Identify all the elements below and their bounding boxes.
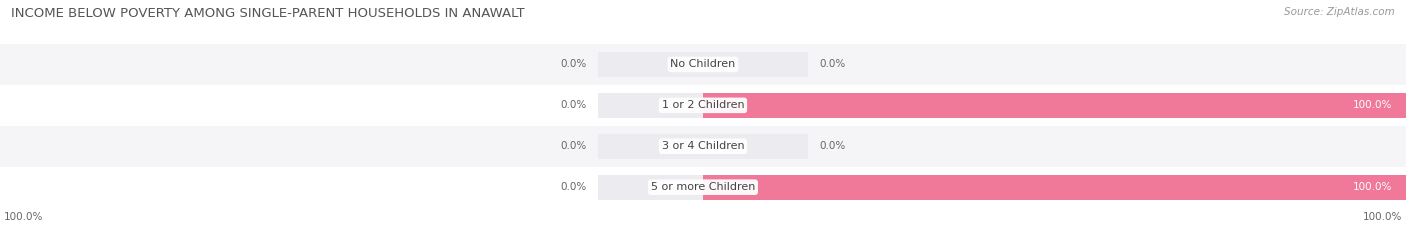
Bar xyxy=(703,52,808,77)
Bar xyxy=(598,175,703,200)
Text: 0.0%: 0.0% xyxy=(561,59,588,69)
Bar xyxy=(0,167,1406,208)
Text: INCOME BELOW POVERTY AMONG SINGLE-PARENT HOUSEHOLDS IN ANAWALT: INCOME BELOW POVERTY AMONG SINGLE-PARENT… xyxy=(11,7,524,20)
Bar xyxy=(703,52,808,77)
Text: No Children: No Children xyxy=(671,59,735,69)
Bar xyxy=(703,175,1406,200)
Bar xyxy=(0,126,1406,167)
Bar xyxy=(0,44,1406,85)
Bar xyxy=(598,52,703,77)
Bar xyxy=(598,134,703,159)
Bar xyxy=(598,134,703,159)
Bar xyxy=(703,93,808,118)
Bar xyxy=(703,134,808,159)
Bar xyxy=(598,52,703,77)
Text: Source: ZipAtlas.com: Source: ZipAtlas.com xyxy=(1284,7,1395,17)
Text: 100.0%: 100.0% xyxy=(1353,100,1392,110)
Text: 0.0%: 0.0% xyxy=(561,100,588,110)
Text: 3 or 4 Children: 3 or 4 Children xyxy=(662,141,744,151)
Text: 0.0%: 0.0% xyxy=(818,141,845,151)
Bar xyxy=(0,85,1406,126)
Text: 100.0%: 100.0% xyxy=(1353,182,1392,192)
Bar xyxy=(0,126,1406,167)
Text: 0.0%: 0.0% xyxy=(561,182,588,192)
Bar xyxy=(598,93,703,118)
Bar xyxy=(703,93,1406,118)
Bar xyxy=(0,44,1406,85)
Text: 0.0%: 0.0% xyxy=(561,141,588,151)
Text: 1 or 2 Children: 1 or 2 Children xyxy=(662,100,744,110)
Text: 0.0%: 0.0% xyxy=(818,59,845,69)
Bar xyxy=(703,175,1406,200)
Bar xyxy=(0,167,1406,208)
Bar xyxy=(0,85,1406,126)
Bar xyxy=(598,175,703,200)
Text: 5 or more Children: 5 or more Children xyxy=(651,182,755,192)
Text: 100.0%: 100.0% xyxy=(4,212,44,222)
Bar xyxy=(598,93,703,118)
Bar xyxy=(703,93,1406,118)
Text: 100.0%: 100.0% xyxy=(1362,212,1402,222)
Bar xyxy=(703,175,808,200)
Bar xyxy=(703,134,808,159)
